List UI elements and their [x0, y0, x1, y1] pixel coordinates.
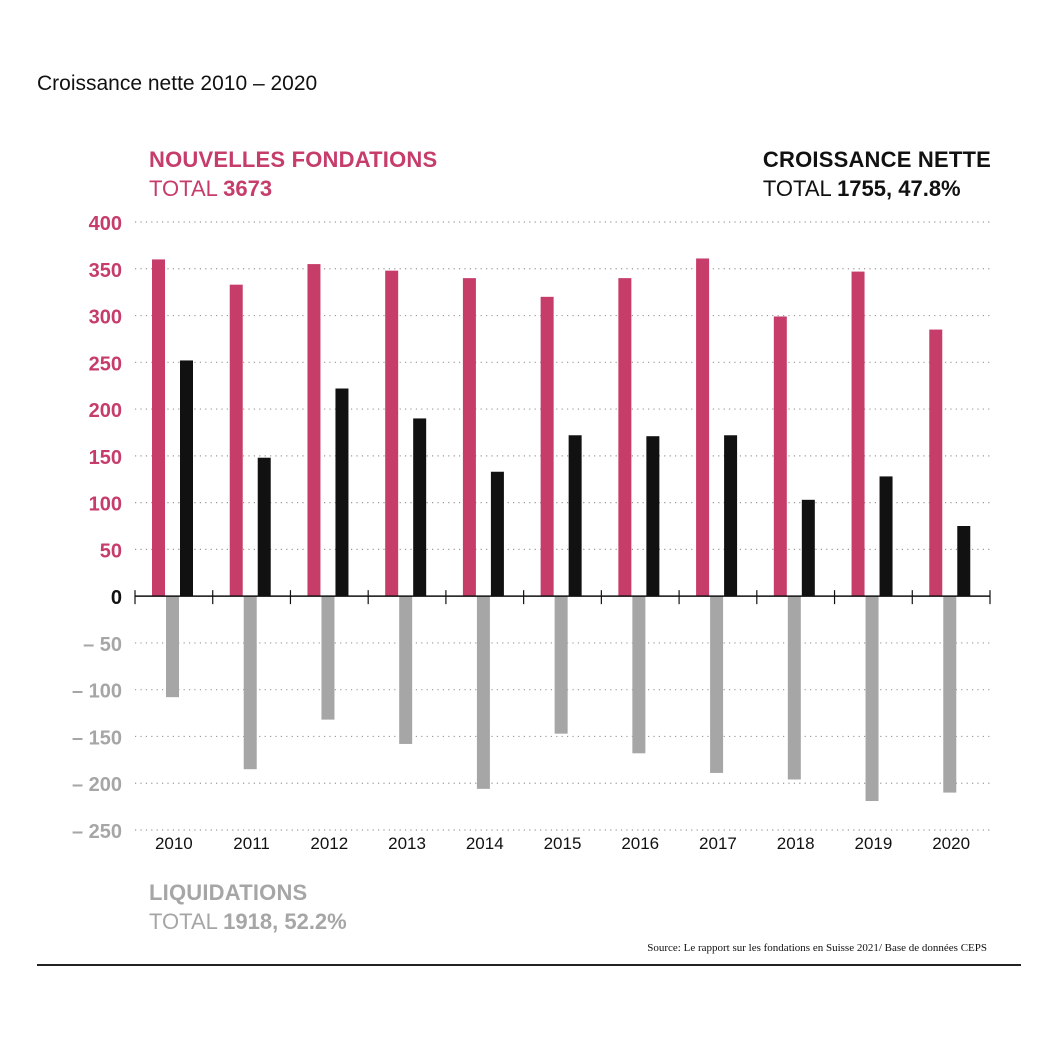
legend-net-total-value: 1755 — [837, 176, 887, 201]
bar-net-growth — [957, 526, 971, 597]
bar-liquidations — [321, 596, 335, 720]
bar-new-foundations — [152, 259, 165, 597]
bar-liquidations — [865, 596, 879, 802]
bar-net-growth — [646, 436, 660, 597]
bar-net-growth — [257, 457, 271, 597]
y-tick-label: 0 — [111, 587, 122, 609]
bar-net-growth — [490, 471, 504, 597]
x-tick-label: 2015 — [544, 834, 582, 853]
y-tick-label: 150 — [89, 447, 122, 469]
bar-new-foundations — [385, 270, 399, 597]
legend-new-total-value: 3673 — [223, 176, 273, 201]
y-tick-label: 300 — [89, 307, 122, 329]
legend-net-name: CROISSANCE NETTE — [762, 147, 991, 172]
bar-net-growth — [801, 499, 815, 597]
bar-new-foundations — [929, 329, 943, 597]
legend-liq-total-suffix: , 52.2% — [272, 909, 347, 934]
x-tick-label: 2020 — [932, 834, 970, 853]
bar-new-foundations — [540, 296, 554, 597]
legend-net-total: TOTAL 1755, 47.8% — [763, 176, 991, 202]
x-tick-label: 2018 — [777, 834, 815, 853]
bar-liquidations — [787, 596, 801, 780]
y-tick-label: – 250 — [72, 821, 122, 843]
bar-liquidations — [554, 596, 568, 734]
y-tick-label: – 150 — [72, 727, 122, 749]
bar-liquidations — [166, 596, 179, 698]
legend-liq-total-value: 1918 — [223, 909, 273, 934]
bar-net-growth — [724, 435, 738, 597]
y-tick-label: – 50 — [83, 634, 122, 656]
legend-new-total-prefix: TOTAL — [149, 176, 224, 201]
x-tick-label: 2012 — [310, 834, 348, 853]
y-tick-label: – 200 — [72, 774, 122, 796]
bar-liquidations — [632, 596, 646, 754]
legend-net-total-prefix: TOTAL — [762, 176, 838, 201]
y-tick-label: 50 — [100, 540, 122, 562]
bar-new-foundations — [851, 271, 865, 597]
bar-net-growth — [879, 476, 893, 597]
x-tick-label: 2017 — [699, 834, 737, 853]
bar-new-foundations — [307, 264, 321, 597]
y-tick-label: 350 — [89, 260, 122, 282]
y-tick-label: 100 — [89, 494, 122, 516]
legend-new-name: NOUVELLES FONDATIONS — [149, 147, 438, 172]
y-tick-label: 400 — [89, 213, 122, 235]
bar-liquidations — [476, 596, 490, 789]
legend-liquidations: LIQUIDATIONS TOTAL 1918, 52.2% — [149, 880, 347, 935]
y-tick-label: 200 — [89, 400, 122, 422]
legend-liq-total: TOTAL 1918, 52.2% — [149, 909, 347, 935]
bottom-rule — [37, 964, 1021, 966]
legend-liq-total-prefix: TOTAL — [149, 909, 224, 934]
x-tick-label: 2014 — [466, 834, 504, 853]
legend-new-foundations: NOUVELLES FONDATIONS TOTAL 3673 — [149, 147, 437, 202]
legend-net-total-suffix: , 47.8% — [886, 176, 961, 201]
y-tick-label: 250 — [89, 353, 122, 375]
x-tick-label: 2011 — [233, 834, 270, 853]
x-tick-label: 2010 — [155, 834, 193, 853]
bar-liquidations — [243, 596, 257, 770]
chart-title: Croissance nette 2010 – 2020 — [37, 72, 318, 95]
x-tick-label: 2016 — [621, 834, 659, 853]
bar-new-foundations — [773, 316, 787, 597]
legend-net-growth: CROISSANCE NETTE TOTAL 1755, 47.8% — [763, 147, 991, 202]
legend-new-total: TOTAL 3673 — [149, 176, 437, 202]
bar-new-foundations — [696, 258, 710, 597]
source-note: Source: Le rapport sur les fondations en… — [647, 942, 987, 954]
bar-net-growth — [413, 418, 427, 597]
y-tick-label: – 100 — [72, 681, 122, 703]
legend-liq-name: LIQUIDATIONS — [149, 880, 308, 905]
bar-new-foundations — [618, 278, 632, 597]
bar-net-growth — [568, 435, 582, 597]
x-tick-label: 2019 — [854, 834, 892, 853]
bar-liquidations — [943, 596, 957, 793]
x-tick-label: 2013 — [388, 834, 426, 853]
bar-liquidations — [710, 596, 724, 773]
bar-net-growth — [335, 388, 349, 597]
bar-liquidations — [399, 596, 413, 744]
bar-new-foundations — [462, 278, 476, 597]
bar-net-growth — [180, 360, 193, 597]
bar-new-foundations — [229, 284, 243, 597]
